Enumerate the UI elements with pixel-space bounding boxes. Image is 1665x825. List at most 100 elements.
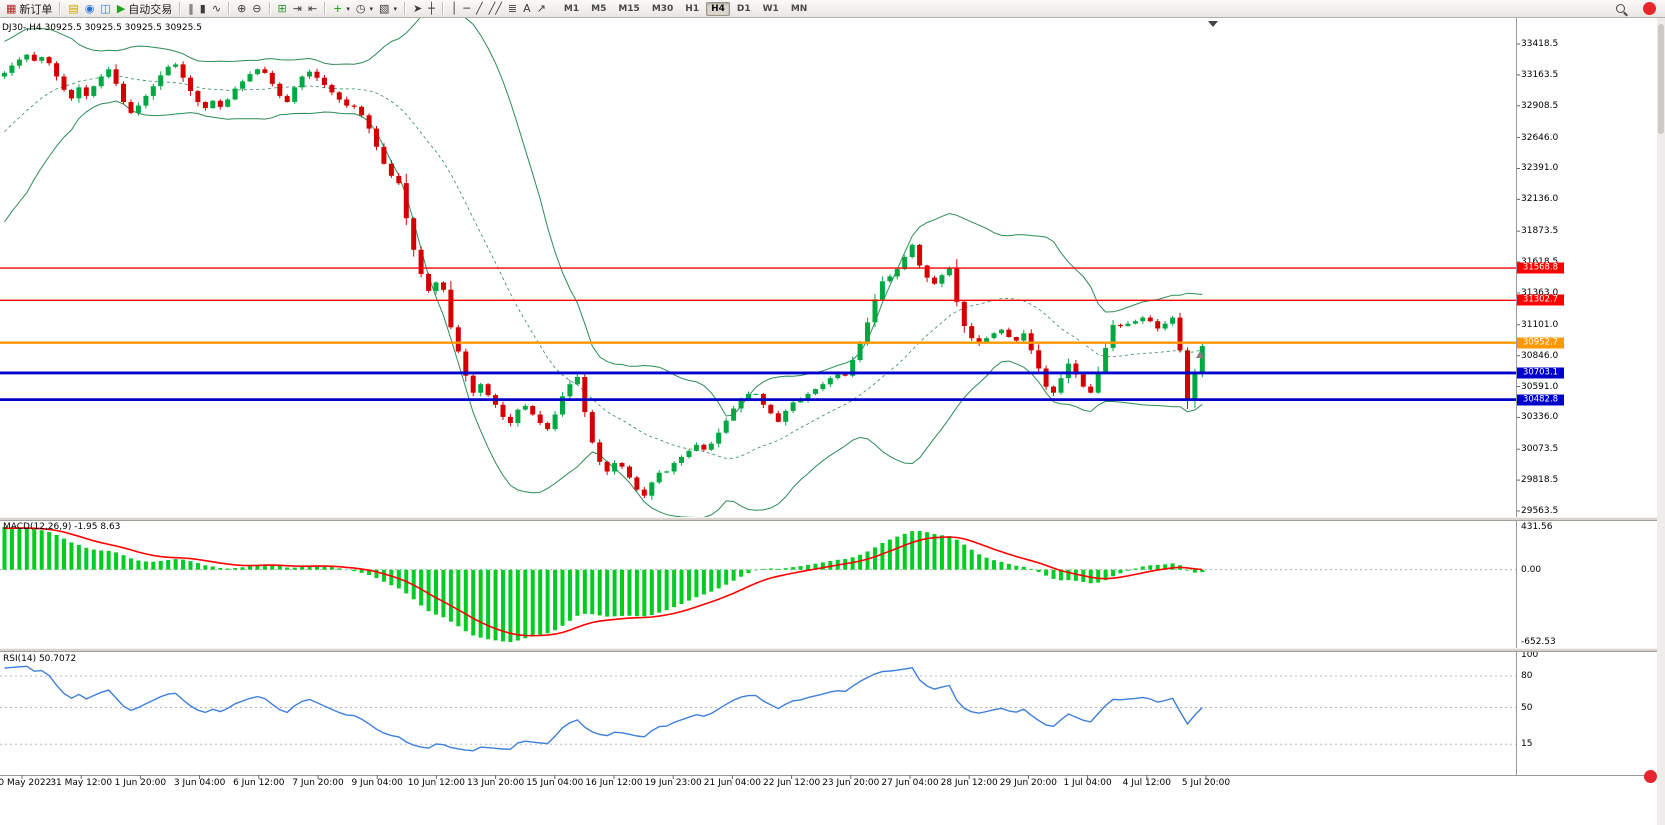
toolbar-separator (59, 2, 62, 15)
rsi-scale-label: 80 (1521, 671, 1533, 681)
notification-badge[interactable] (1643, 2, 1656, 15)
panel-separator-rsi[interactable] (0, 648, 1665, 652)
timeframe-h4[interactable]: H4 (706, 1, 730, 16)
auto-trading-icon: ▶ (116, 1, 126, 15)
new-order-button[interactable]: ▦ 新订单 (3, 1, 55, 17)
time-axis-label: 27 Jun 04:00 (881, 778, 939, 788)
time-axis-label: 31 May 12:00 (50, 778, 113, 788)
price-axis[interactable]: 31568.8 31302.7 30952.7 30703.1 30482.8 33418… (1516, 18, 1665, 775)
scroll-end-marker-icon (1208, 21, 1218, 27)
price-axis-label: 30846.0 (1521, 350, 1559, 361)
tile-windows-icon: ⊞ (277, 1, 287, 15)
toolbar-separator (268, 2, 271, 15)
timeframe-m1[interactable]: M1 (563, 3, 580, 14)
cursor-button[interactable]: ➤ (410, 1, 425, 17)
data-window-button[interactable]: ◫ (97, 1, 113, 17)
periods-button[interactable]: ◷ ▾ (353, 1, 376, 17)
time-axis-label: 6 Jun 12:00 (233, 778, 285, 788)
equidistant-channel-button[interactable]: ╱╱ (486, 1, 505, 17)
auto-scroll-icon: ⇥ (292, 1, 302, 15)
line-chart-button[interactable]: ∿ (209, 1, 224, 17)
vertical-line-button[interactable]: │ (448, 1, 461, 17)
time-axis-label: 9 Jun 04:00 (351, 778, 403, 788)
price-axis-label: 30336.0 (1521, 412, 1559, 423)
toolbar-separator (441, 2, 444, 15)
timeframe-m15[interactable]: M15 (618, 3, 640, 14)
bar-chart-button[interactable]: ‖ (185, 1, 197, 17)
crosshair-icon: ┼ (428, 1, 435, 15)
timeframe-d1[interactable]: D1 (736, 3, 751, 14)
auto-scroll-button[interactable]: ⇥ (290, 1, 305, 17)
panel-separator-macd[interactable] (0, 517, 1665, 521)
scrollbar-thumb[interactable] (1658, 24, 1664, 134)
price-axis-label: 31618.5 (1521, 257, 1558, 267)
fibonacci-button[interactable]: ≣ (505, 1, 520, 17)
price-axis-label: 31873.5 (1521, 226, 1559, 237)
indicators-button[interactable]: + ▾ (330, 1, 353, 17)
vertical-scrollbar[interactable] (1657, 18, 1665, 825)
timeframe-m5[interactable]: M5 (591, 3, 607, 14)
timeframe-m30[interactable]: M30 (651, 3, 674, 14)
dropdown-arrow-icon: ▾ (393, 4, 397, 13)
crosshair-button[interactable]: ┼ (425, 1, 438, 17)
price-axis-label: 32908.5 (1521, 100, 1559, 111)
hline-price-tag: 30952.7 (1517, 337, 1564, 349)
macd-label: MACD(12,26,9) -1.95 8.63 (3, 522, 121, 532)
dropdown-arrow-icon: ▾ (346, 4, 350, 13)
time-axis-label: 1 Jul 04:00 (1063, 778, 1112, 788)
time-axis-label: 7 Jun 20:00 (292, 778, 344, 788)
price-axis-label: 31363.0 (1521, 288, 1559, 298)
time-axis-label: 29 Jun 20:00 (999, 778, 1057, 788)
candlestick-chart-button[interactable]: ▮ (197, 1, 209, 17)
timeframe-mn[interactable]: MN (790, 3, 808, 14)
macd-scale-label: 431.56 (1521, 522, 1553, 532)
charts-button[interactable]: ▤ (65, 1, 81, 17)
chart-shift-button[interactable]: ⇤ (305, 1, 320, 17)
auto-trading-label: 自动交易 (128, 2, 173, 16)
bar-chart-icon: ‖ (188, 1, 194, 15)
price-axis-label: 30591.0 (1521, 381, 1559, 392)
timeframe-w1[interactable]: W1 (762, 3, 779, 14)
price-axis-label: 30073.5 (1521, 444, 1559, 455)
indicators-icon: + (333, 1, 343, 15)
trendline-icon: ╱ (476, 1, 483, 15)
periods-icon: ◷ (355, 1, 366, 15)
text-button[interactable]: A (520, 1, 534, 17)
search-icon[interactable] (1616, 4, 1625, 13)
horizontal-lines[interactable] (0, 267, 1516, 402)
timeframe-h1[interactable]: H1 (685, 3, 700, 14)
horizontal-line-button[interactable]: ─ (460, 1, 473, 17)
candlestick-series (2, 51, 1205, 500)
arrows-button[interactable]: ↗ (534, 1, 549, 17)
notification-badge-bottom[interactable] (1644, 770, 1657, 783)
zoom-in-button[interactable]: ⊕ (234, 1, 249, 17)
new-order-label: 新订单 (19, 2, 53, 16)
time-axis-label: 10 Jun 12:00 (407, 778, 465, 788)
bollinger-bands (4, 5, 1203, 519)
main-toolbar: ▦ 新订单 ▤ ◉ ◫ ▶ 自动交易 ‖ ▮ ∿ ⊕ ⊖ ⊞ ⇥ ⇤ + ▾ ◷ ▾ ▧ ▾ ➤ ┼ │ ─ ╱ ╱╱ ≣ A ↗ M1 M… (0, 0, 1665, 18)
equidistant-channel-icon: ╱╱ (488, 1, 502, 15)
hline-price-tag: 30703.1 (1517, 367, 1564, 379)
horizontal-line-icon: ─ (463, 1, 471, 15)
time-axis-label: 16 Jun 12:00 (585, 778, 643, 788)
macd-scale-label: 0.00 (1521, 564, 1542, 575)
line-chart-icon: ∿ (211, 1, 222, 15)
tile-windows-button[interactable]: ⊞ (275, 1, 290, 17)
zoom-out-button[interactable]: ⊖ (249, 1, 264, 17)
time-axis-label: 21 Jun 04:00 (703, 778, 761, 788)
toolbar-separator (228, 2, 231, 15)
toolbar-separator (403, 2, 406, 15)
market-watch-button[interactable]: ◉ (82, 1, 98, 17)
time-axis-label: 30 May 2022 (0, 778, 52, 788)
time-axis-label: 28 Jun 12:00 (940, 778, 998, 788)
time-axis-label: 3 Jun 04:00 (173, 778, 226, 788)
toolbar-buttons: ▦ 新订单 ▤ ◉ ◫ ▶ 自动交易 ‖ ▮ ∿ ⊕ ⊖ ⊞ ⇥ ⇤ + ▾ ◷ ▾ ▧ ▾ ➤ ┼ │ ─ ╱ ╱╱ ≣ A ↗ (3, 0, 549, 18)
fibonacci-icon: ≣ (507, 1, 518, 15)
auto-trading-button[interactable]: ▶ 自动交易 (114, 1, 175, 17)
trendline-button[interactable]: ╱ (473, 1, 486, 17)
templates-button[interactable]: ▧ ▾ (376, 1, 400, 17)
time-axis-label: 4 Jul 12:00 (1122, 778, 1171, 788)
arrows-icon: ↗ (536, 1, 546, 15)
